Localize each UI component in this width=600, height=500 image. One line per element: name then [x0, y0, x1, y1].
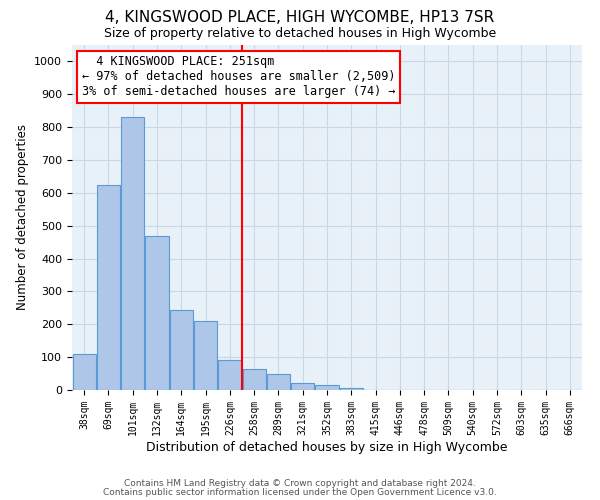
Bar: [340, 388, 363, 390]
Bar: [291, 384, 314, 390]
Bar: [145, 236, 169, 390]
X-axis label: Distribution of detached houses by size in High Wycombe: Distribution of detached houses by size …: [146, 440, 508, 454]
Y-axis label: Number of detached properties: Number of detached properties: [16, 124, 29, 310]
Text: Contains HM Land Registry data © Crown copyright and database right 2024.: Contains HM Land Registry data © Crown c…: [124, 478, 476, 488]
Text: 4, KINGSWOOD PLACE, HIGH WYCOMBE, HP13 7SR: 4, KINGSWOOD PLACE, HIGH WYCOMBE, HP13 7…: [106, 10, 494, 25]
Bar: [170, 310, 193, 390]
Bar: [97, 184, 120, 390]
Text: Size of property relative to detached houses in High Wycombe: Size of property relative to detached ho…: [104, 28, 496, 40]
Bar: [73, 354, 95, 390]
Bar: [194, 321, 217, 390]
Bar: [316, 385, 338, 390]
Bar: [267, 374, 290, 390]
Bar: [242, 368, 266, 390]
Text: 4 KINGSWOOD PLACE: 251sqm  
← 97% of detached houses are smaller (2,509)
3% of s: 4 KINGSWOOD PLACE: 251sqm ← 97% of detac…: [82, 56, 396, 98]
Bar: [218, 360, 241, 390]
Text: Contains public sector information licensed under the Open Government Licence v3: Contains public sector information licen…: [103, 488, 497, 497]
Bar: [121, 118, 144, 390]
